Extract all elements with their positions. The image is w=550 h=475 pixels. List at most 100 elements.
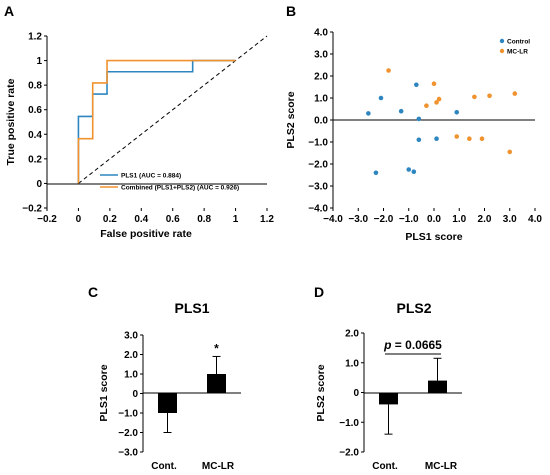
bars: [379, 357, 447, 435]
p-symbol: p: [383, 338, 391, 352]
y-axis-label: True positive rate: [5, 78, 17, 165]
point-mclr: [479, 136, 485, 141]
bar-mclr: [207, 374, 226, 394]
y-tick-label: 2.0: [124, 350, 138, 361]
x-tick-label: 4.0: [528, 214, 542, 225]
legend-label-pls1: PLS1 (AUC = 0.884): [121, 173, 181, 180]
legend-label-control: Control: [507, 39, 530, 46]
x-tick-label: 0.2: [103, 214, 117, 225]
bar-mclr: [428, 380, 447, 393]
y-tick-label: 1.0: [124, 370, 138, 381]
point-mclr: [487, 93, 492, 99]
point-control: [406, 167, 412, 172]
panel-letter-c: C: [88, 284, 98, 300]
x-tick-label: 0: [76, 214, 82, 225]
p-value: = 0.0665: [391, 338, 442, 352]
chart-title: PLS1: [174, 300, 209, 316]
scatter-points: [366, 68, 518, 176]
bar-cont: [158, 393, 177, 413]
point-control: [416, 137, 422, 143]
panel-d: D PLS2 −2.0 −1.0 0 1.0 2.0 p = 0.0665 PLS2 s…: [314, 284, 462, 472]
panel-c-ticks: −3.0 −2.0 −1.0 0 1.0 2.0 3.0: [118, 331, 143, 459]
panel-b-ticks: −4.0−3.0−2.0−1.00.01.02.03.04.0−4.0 −3.0−…: [308, 28, 542, 226]
y-tick-label: 1.2: [28, 32, 42, 43]
legend: PLS1 (AUC = 0.884) Combined (PLS1+PLS2) …: [100, 173, 239, 192]
y-tick-label: −3.0: [308, 182, 328, 193]
legend-label-mclr: MC-LR: [507, 49, 528, 56]
point-mclr: [424, 103, 429, 108]
point-mclr: [472, 94, 477, 100]
bars: [158, 355, 226, 433]
y-tick-label: 0: [132, 389, 138, 400]
panel-b: B −4.0 −3.0 −2.0 −1.0 0.0 1.0 2.0 3.0 4.0 −4.0 −3.…: [285, 3, 542, 243]
point-mclr: [386, 68, 391, 73]
point-mclr: [454, 134, 460, 139]
bar-cont: [379, 392, 398, 405]
x-tick-label: 2.0: [478, 214, 492, 225]
y-tick-label: 0.4: [28, 130, 42, 141]
y-tick-label: 0.0: [314, 116, 328, 127]
point-control: [373, 170, 379, 176]
point-control: [454, 110, 460, 115]
x-tick-label: −2.0: [374, 214, 394, 225]
y-tick-label: 2.0: [345, 329, 359, 340]
category-label-mclr: MC-LR: [202, 461, 235, 472]
roc-line-pls1: [77, 59, 236, 184]
y-tick-label: −2.0: [118, 428, 138, 439]
y-tick-label: 1.0: [314, 94, 328, 105]
roc-line-combined: [77, 59, 236, 184]
x-tick-label: 3.0: [503, 214, 517, 225]
y-tick-label: 0.6: [28, 105, 42, 116]
y-tick-label: −4.0: [308, 204, 328, 215]
panel-letter-a: A: [4, 3, 14, 19]
point-control: [416, 116, 422, 122]
panel-d-ticks: −2.0 −1.0 0 1.0 2.0: [339, 329, 364, 459]
x-tick-label: 0.4: [134, 214, 148, 225]
point-control: [398, 108, 404, 114]
point-control: [434, 136, 439, 141]
y-tick-label: −3.0: [118, 448, 138, 459]
y-tick-label: −1.0: [308, 138, 328, 149]
y-tick-label: 0.2: [28, 154, 42, 165]
point-control: [378, 95, 384, 101]
x-tick-label: 1.0: [452, 214, 466, 225]
legend-marker-mclr: [499, 48, 505, 54]
y-axis-label: PLS2 score: [285, 91, 297, 148]
point-mclr: [436, 96, 442, 102]
y-tick-label: −2.0: [339, 448, 359, 459]
legend: Control MC-LR: [499, 39, 530, 56]
panel-letter-b: B: [286, 3, 296, 19]
point-mclr: [507, 149, 513, 155]
y-tick-label: 2.0: [314, 72, 328, 83]
x-tick-label: 1: [233, 214, 239, 225]
x-tick-label: 0.8: [197, 214, 211, 225]
y-axis-label: PLS2 score: [315, 364, 327, 421]
x-axis-label: PLS1 score: [405, 231, 462, 243]
y-tick-label: 0.8: [28, 81, 42, 92]
x-tick-label: 0.0: [427, 214, 441, 225]
point-mclr: [431, 81, 437, 86]
y-tick-label: 1: [36, 56, 42, 67]
y-tick-label: 4.0: [314, 28, 328, 39]
x-tick-label: −0.2: [37, 214, 57, 225]
chart-title: PLS2: [396, 300, 431, 316]
x-tick-label: −4.0: [323, 214, 343, 225]
reference-diagonal: [78, 35, 268, 184]
y-tick-label: 3.0: [314, 50, 328, 61]
p-value-annotation: p = 0.0665: [383, 338, 442, 352]
x-axis-label: False positive rate: [100, 228, 192, 240]
point-control: [366, 111, 371, 116]
x-tick-label: −3.0: [348, 214, 368, 225]
point-mclr: [434, 100, 439, 105]
x-tick-label: 1.2: [260, 214, 274, 225]
panel-a: A −0.2 0 0.2 0.4 0.6 0.8 1 1.2 −0.2 0 0.2 0.4 0.6 0.8…: [4, 3, 274, 240]
category-label-cont: Cont.: [151, 461, 177, 472]
legend-label-combined: Combined (PLS1+PLS2) (AUC = 0.926): [121, 185, 239, 192]
y-tick-label: −2.0: [308, 160, 328, 171]
y-tick-label: −1.0: [339, 418, 359, 429]
x-tick-label: −1.0: [399, 214, 419, 225]
point-mclr: [512, 91, 518, 96]
y-tick-label: 0: [353, 388, 359, 399]
point-mclr: [467, 136, 472, 141]
